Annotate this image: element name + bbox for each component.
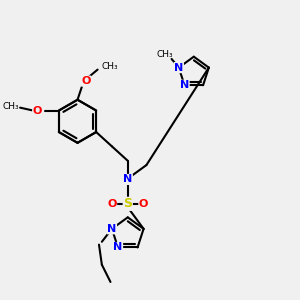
Text: N: N xyxy=(180,80,189,90)
Text: N: N xyxy=(174,63,183,73)
Text: S: S xyxy=(123,197,132,210)
Text: O: O xyxy=(33,106,42,116)
Text: CH₃: CH₃ xyxy=(2,102,19,111)
Text: N: N xyxy=(107,224,116,234)
Text: O: O xyxy=(81,76,91,86)
Text: O: O xyxy=(107,199,117,209)
Text: CH₃: CH₃ xyxy=(102,62,119,71)
Text: O: O xyxy=(139,199,148,209)
Text: CH₃: CH₃ xyxy=(156,50,173,59)
Text: N: N xyxy=(113,242,123,253)
Text: N: N xyxy=(123,174,132,184)
